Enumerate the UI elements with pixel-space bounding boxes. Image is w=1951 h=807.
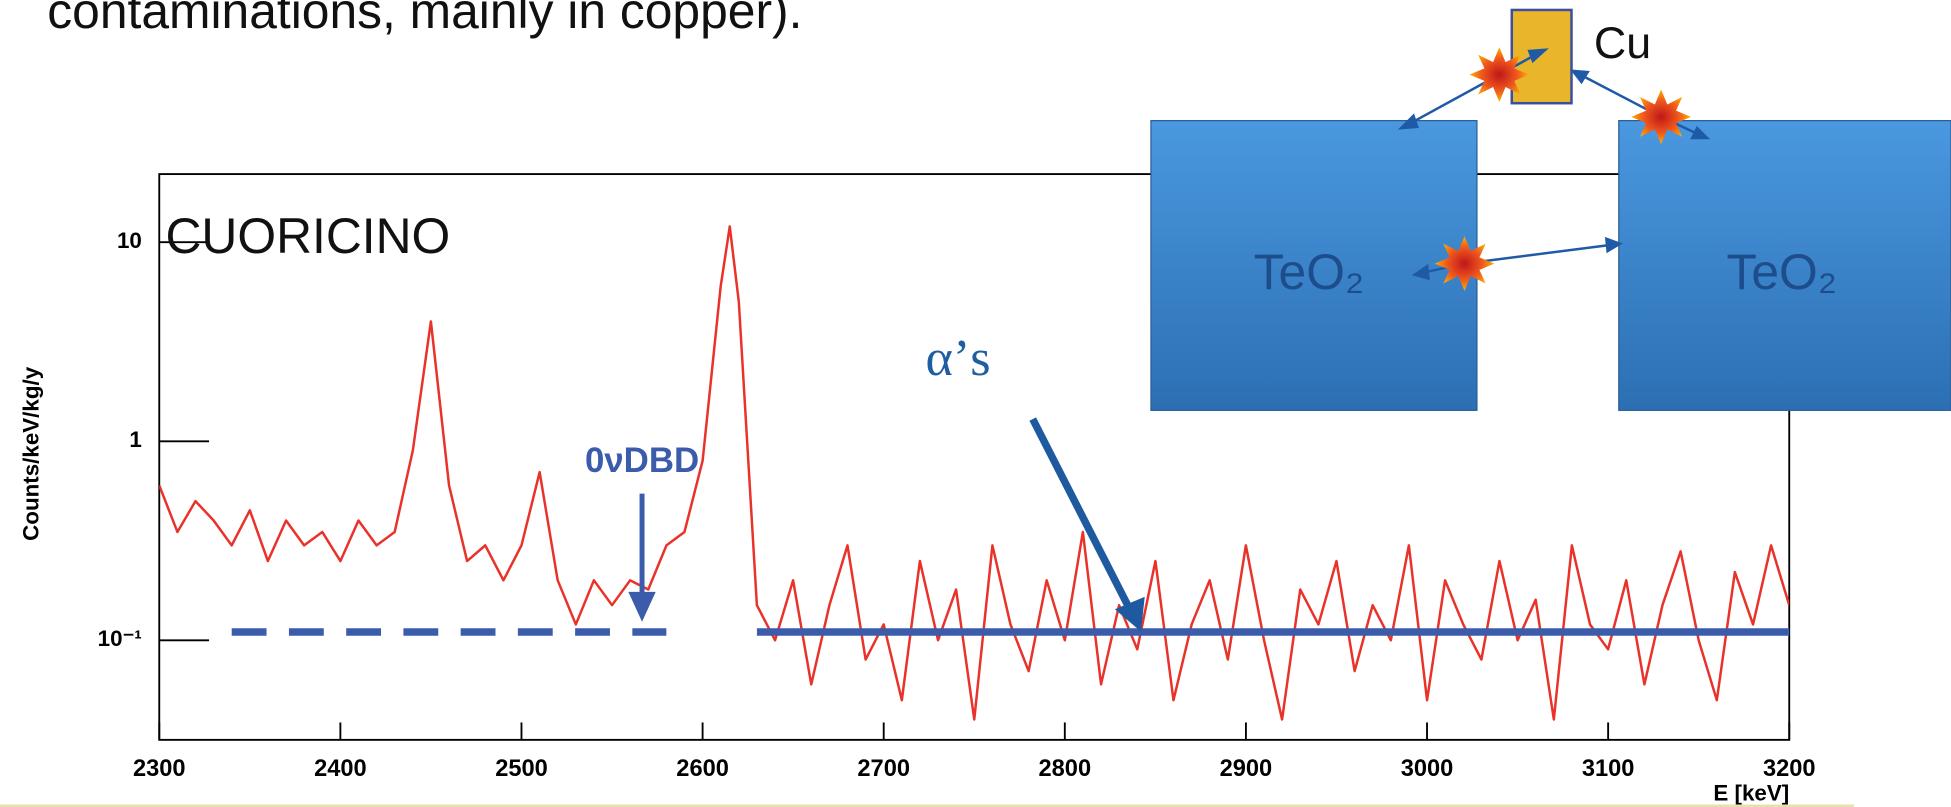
signal-arrowhead [628, 591, 656, 622]
plot-frame [158, 173, 1791, 741]
arrows [1397, 48, 1711, 281]
x-axis-label: E [keV] [1713, 780, 1789, 805]
alpha-label: α’s [926, 329, 991, 387]
x-tick-label: 3200 [1763, 756, 1816, 782]
slide-text: contaminations, mainly in copper). [47, 0, 802, 39]
x-tick-label: 3000 [1401, 756, 1454, 782]
x-tick-label: 2500 [495, 756, 548, 782]
x-tick-label: 2800 [1039, 756, 1092, 782]
signal-label: 0νDBD [585, 441, 699, 480]
plot-area [159, 225, 1790, 721]
x-tick-label: 2400 [314, 756, 367, 782]
x-tick-label: 2700 [857, 756, 910, 782]
diagram: TeO₂ TeO₂ Cu [1150, 8, 1951, 411]
y-tick-label: 10⁻¹ [98, 626, 142, 651]
y-tick-label: 1 [129, 427, 141, 452]
crystal-label: TeO₂ [1254, 244, 1365, 300]
x-tick-label: 2300 [133, 756, 186, 782]
alpha-arrowhead [1114, 596, 1145, 632]
x-tick-label: 2900 [1220, 756, 1273, 782]
decay-bursts [1434, 47, 1691, 291]
alpha-arrow [1029, 417, 1134, 611]
spectrum-line [159, 225, 1790, 721]
copper-block [1510, 8, 1573, 105]
y-axis-label: Counts/keV/kg/y [18, 366, 43, 541]
crystal [1618, 119, 1951, 411]
chart: 10⁻¹ 1 10 2300 2400 2500 2600 2700 2800 2900 3000 3… [18, 173, 1816, 805]
x-tick-label: 2600 [676, 756, 729, 782]
x-tick-label: 3100 [1582, 756, 1635, 782]
detector-label: CUORICINO [165, 208, 450, 264]
crystal [1150, 119, 1478, 411]
crystal-label: TeO₂ [1726, 244, 1837, 300]
copper-label: Cu [1594, 18, 1651, 68]
y-tick-label: 10 [117, 228, 142, 253]
